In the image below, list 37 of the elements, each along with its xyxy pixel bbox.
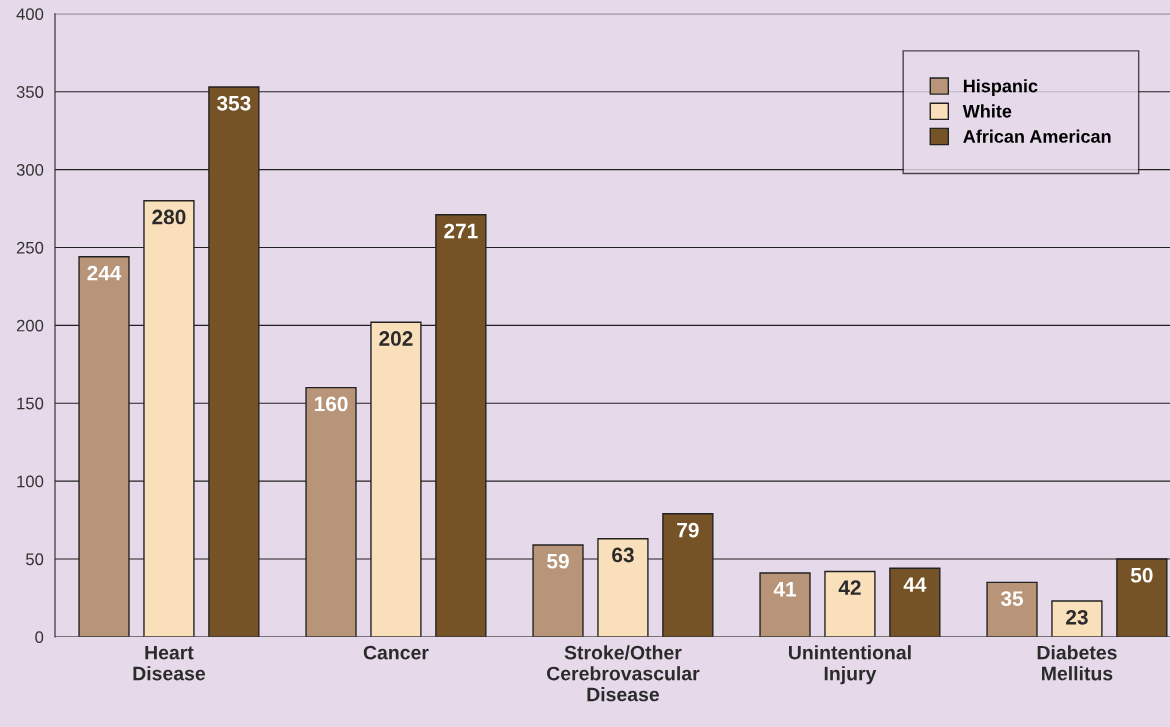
data-label: 271 (444, 223, 478, 239)
x-tick-label: Cancer (363, 645, 429, 660)
data-label: 23 (1066, 609, 1088, 625)
data-label: 353 (216, 95, 251, 111)
data-label: 244 (87, 265, 122, 281)
data-label: 59 (547, 553, 569, 569)
y-tick-label: 50 (26, 553, 44, 566)
y-tick-label: 400 (16, 8, 44, 21)
data-label: 44 (903, 577, 927, 592)
y-tick-label: 100 (17, 475, 44, 488)
y-tick-label: 150 (17, 397, 44, 410)
y-tick-label: 300 (16, 163, 44, 176)
data-label: 50 (1130, 567, 1153, 583)
y-tick-label: 350 (16, 86, 44, 98)
data-label: 280 (152, 209, 186, 225)
bar (1051, 600, 1103, 637)
y-tick-label: 200 (16, 319, 44, 332)
data-label: 41 (773, 582, 797, 597)
data-label: 202 (379, 331, 413, 346)
data-label: 63 (612, 547, 634, 563)
x-tick-label: Diabetes Mellitus (1037, 645, 1117, 681)
bar (889, 567, 941, 637)
bar (986, 581, 1038, 637)
y-tick-label: 250 (16, 241, 44, 254)
legend-label: African American (963, 129, 1111, 143)
x-tick-label: Heart Disease (133, 645, 206, 681)
legend-label: Hispanic (963, 79, 1038, 96)
bar (824, 570, 876, 637)
x-tick-label: Stroke/Other Cerebrovascular Disease (547, 645, 700, 702)
bar (759, 572, 811, 637)
y-tick-label: 0 (35, 631, 44, 644)
x-tick-label: Unintentional Injury (789, 645, 911, 685)
legend-label: White (962, 104, 1012, 118)
data-label: 79 (677, 522, 699, 538)
data-label: 42 (838, 580, 861, 595)
data-label: 35 (1000, 591, 1024, 606)
data-label: 160 (314, 396, 348, 412)
